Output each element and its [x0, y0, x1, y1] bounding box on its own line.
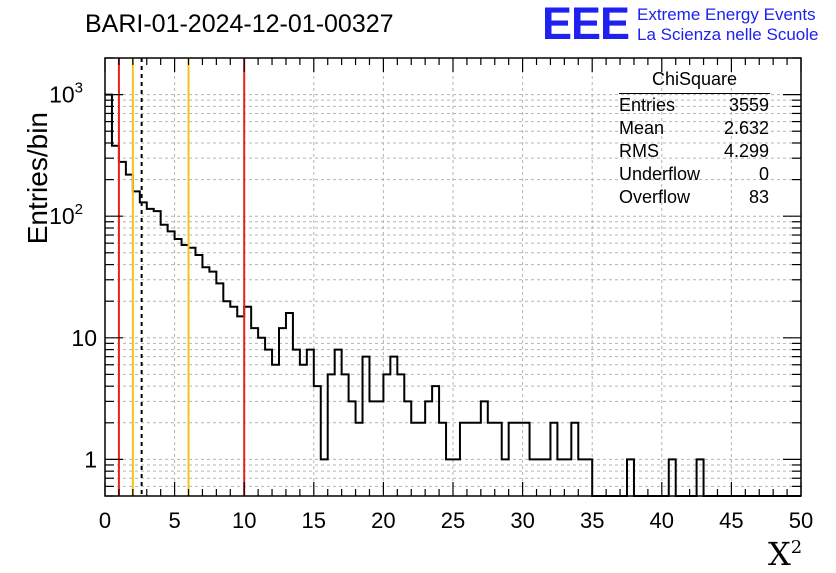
stat-value: 83 [748, 187, 769, 207]
y-tick-label: 102 [49, 201, 83, 229]
stat-value: 2.632 [723, 118, 769, 138]
y-tick-label: 10 [71, 325, 97, 351]
x-tick-label: 0 [99, 508, 111, 533]
y-tick-exponent: 3 [75, 80, 83, 97]
x-tick-label: 20 [371, 508, 395, 533]
x-tick-label: 30 [510, 508, 534, 533]
x-tick-label: 50 [789, 508, 813, 533]
stat-value: 3559 [728, 95, 769, 115]
x-tick-label: 10 [232, 508, 256, 533]
logo-line2: La Scienza nelle Scuole [637, 25, 819, 44]
stat-row-entries: Entries 3559 [612, 94, 777, 117]
stat-row-overflow: Overflow 83 [612, 186, 777, 209]
x-tick-label: 15 [302, 508, 326, 533]
stat-label: Overflow [619, 187, 691, 207]
logo-line1: Extreme Energy Events [637, 5, 816, 24]
x-tick-label: 5 [168, 508, 180, 533]
y-tick-label: 103 [49, 80, 83, 108]
eee-logo: EEE Extreme Energy Events La Scienza nel… [542, 0, 832, 49]
x-axis-label: X2 [768, 535, 803, 573]
x-tick-label: 40 [650, 508, 674, 533]
stat-label: RMS [619, 141, 659, 161]
y-tick-label: 1 [84, 446, 97, 472]
stat-row-rms: RMS 4.299 [612, 140, 777, 163]
stat-row-underflow: Underflow 0 [612, 163, 777, 186]
stat-label: Underflow [619, 164, 701, 184]
y-tick-exponent: 2 [75, 201, 83, 218]
logo-mark: EEE [542, 0, 630, 49]
x-tick-label: 45 [719, 508, 743, 533]
stat-label: Mean [619, 118, 665, 138]
stats-rows: Entries 3559 Mean 2.632 RMS 4.299 Underflow 0 Ov… [612, 94, 777, 209]
stat-value: 0 [758, 164, 769, 184]
stats-box: ChiSquare Entries 3559 Mean 2.632 RMS 4.299 Un… [612, 67, 777, 209]
chart-title: BARI-01-2024-12-01-00327 [85, 10, 394, 38]
stat-row-mean: Mean 2.632 [612, 117, 777, 140]
x-tick-label: 35 [580, 508, 604, 533]
x-tick-label: 25 [441, 508, 465, 533]
stat-value: 4.299 [723, 141, 769, 161]
stat-label: Entries [619, 95, 676, 115]
stats-title: ChiSquare [619, 67, 770, 94]
